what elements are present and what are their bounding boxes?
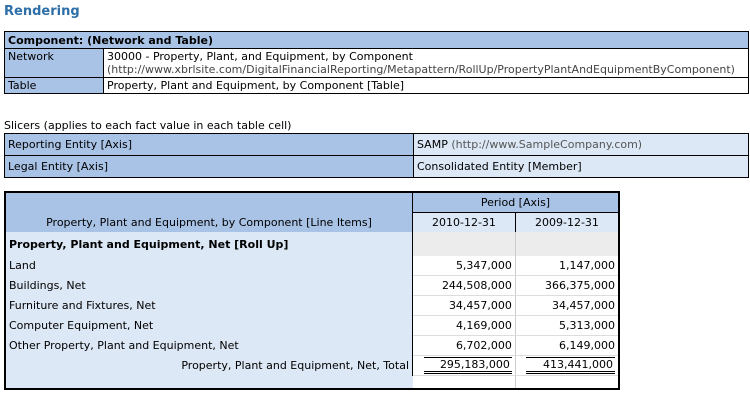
total-value-cell: 295,183,000 [412, 355, 516, 376]
table-row: Computer Equipment, Net 4,169,000 5,313,… [5, 315, 619, 336]
rollup-row: Property, Plant and Equipment, Net [Roll… [5, 232, 619, 256]
total-label: Property, Plant and Equipment, Net, Tota… [5, 355, 413, 376]
fact-value: 6,702,000 [412, 335, 516, 356]
page-title: Rendering [4, 4, 80, 19]
table-row: Other Property, Plant and Equipment, Net… [5, 335, 619, 356]
fact-value: 34,457,000 [515, 295, 619, 316]
total-value-cell: 413,441,000 [515, 355, 619, 376]
row-label: Computer Equipment, Net [5, 315, 413, 336]
row-label: Land [5, 256, 413, 276]
spacer-cell [412, 375, 516, 390]
total-value: 295,183,000 [423, 357, 512, 374]
line-items-header: Property, Plant and Equipment, by Compon… [5, 192, 413, 232]
row-label: Furniture and Fixtures, Net [5, 295, 413, 316]
slicers-table: Reporting Entity [Axis] SAMP (http://www… [4, 133, 749, 178]
slicer-value-cell: Consolidated Entity [Member] [413, 155, 749, 178]
table-row: Furniture and Fixtures, Net 34,457,000 3… [5, 295, 619, 316]
network-label: Network [4, 48, 104, 78]
slicer-value: SAMP [417, 138, 448, 151]
slicer-value-cell: SAMP (http://www.SampleCompany.com) [413, 133, 749, 156]
fact-value: 5,347,000 [412, 256, 516, 276]
component-table: Component: (Network and Table) Network 3… [4, 31, 749, 94]
fact-value: 6,149,000 [515, 335, 619, 356]
row-label: Buildings, Net [5, 275, 413, 296]
table-value: Property, Plant and Equipment, by Compon… [103, 77, 749, 94]
fact-value: 366,375,000 [515, 275, 619, 296]
network-value-cell: 30000 - Property, Plant, and Equipment, … [103, 48, 749, 78]
fact-value: 1,147,000 [515, 256, 619, 276]
fact-value: 244,508,000 [412, 275, 516, 296]
total-value: 413,441,000 [526, 357, 615, 374]
slicer-row: Reporting Entity [Axis] SAMP (http://www… [4, 133, 749, 156]
rollup-label: Property, Plant and Equipment, Net [Roll… [5, 232, 413, 256]
slicer-label: Legal Entity [Axis] [4, 155, 414, 178]
period-date-header: 2009-12-31 [515, 212, 619, 232]
network-value: 30000 - Property, Plant, and Equipment, … [107, 50, 413, 63]
slicer-value-url: (http://www.SampleCompany.com) [451, 138, 643, 151]
period-axis-header: Period [Axis] [412, 192, 619, 213]
fact-value: 4,169,000 [412, 315, 516, 336]
table-label: Table [4, 77, 104, 94]
fact-table: Property, Plant and Equipment, by Compon… [4, 191, 620, 390]
table-row: Buildings, Net 244,508,000 366,375,000 [5, 275, 619, 296]
slicer-row: Legal Entity [Axis] Consolidated Entity … [4, 155, 749, 178]
period-date-header: 2010-12-31 [412, 212, 516, 232]
spacer-cell [5, 375, 413, 389]
network-url: (http://www.xbrlsite.com/DigitalFinancia… [107, 63, 735, 76]
spacer-cell [515, 375, 619, 390]
table-row: Land 5,347,000 1,147,000 [5, 256, 619, 276]
component-header: Component: (Network and Table) [4, 31, 749, 49]
fact-value: 5,313,000 [515, 315, 619, 336]
total-row: Property, Plant and Equipment, Net, Tota… [5, 355, 619, 376]
slicers-caption: Slicers (applies to each fact value in e… [4, 119, 292, 132]
empty-cell [412, 232, 516, 256]
row-label: Other Property, Plant and Equipment, Net [5, 335, 413, 356]
slicer-label: Reporting Entity [Axis] [4, 133, 414, 156]
slicer-value: Consolidated Entity [Member] [417, 160, 582, 173]
spacer-row [5, 375, 619, 390]
fact-value: 34,457,000 [412, 295, 516, 316]
empty-cell [515, 232, 619, 256]
